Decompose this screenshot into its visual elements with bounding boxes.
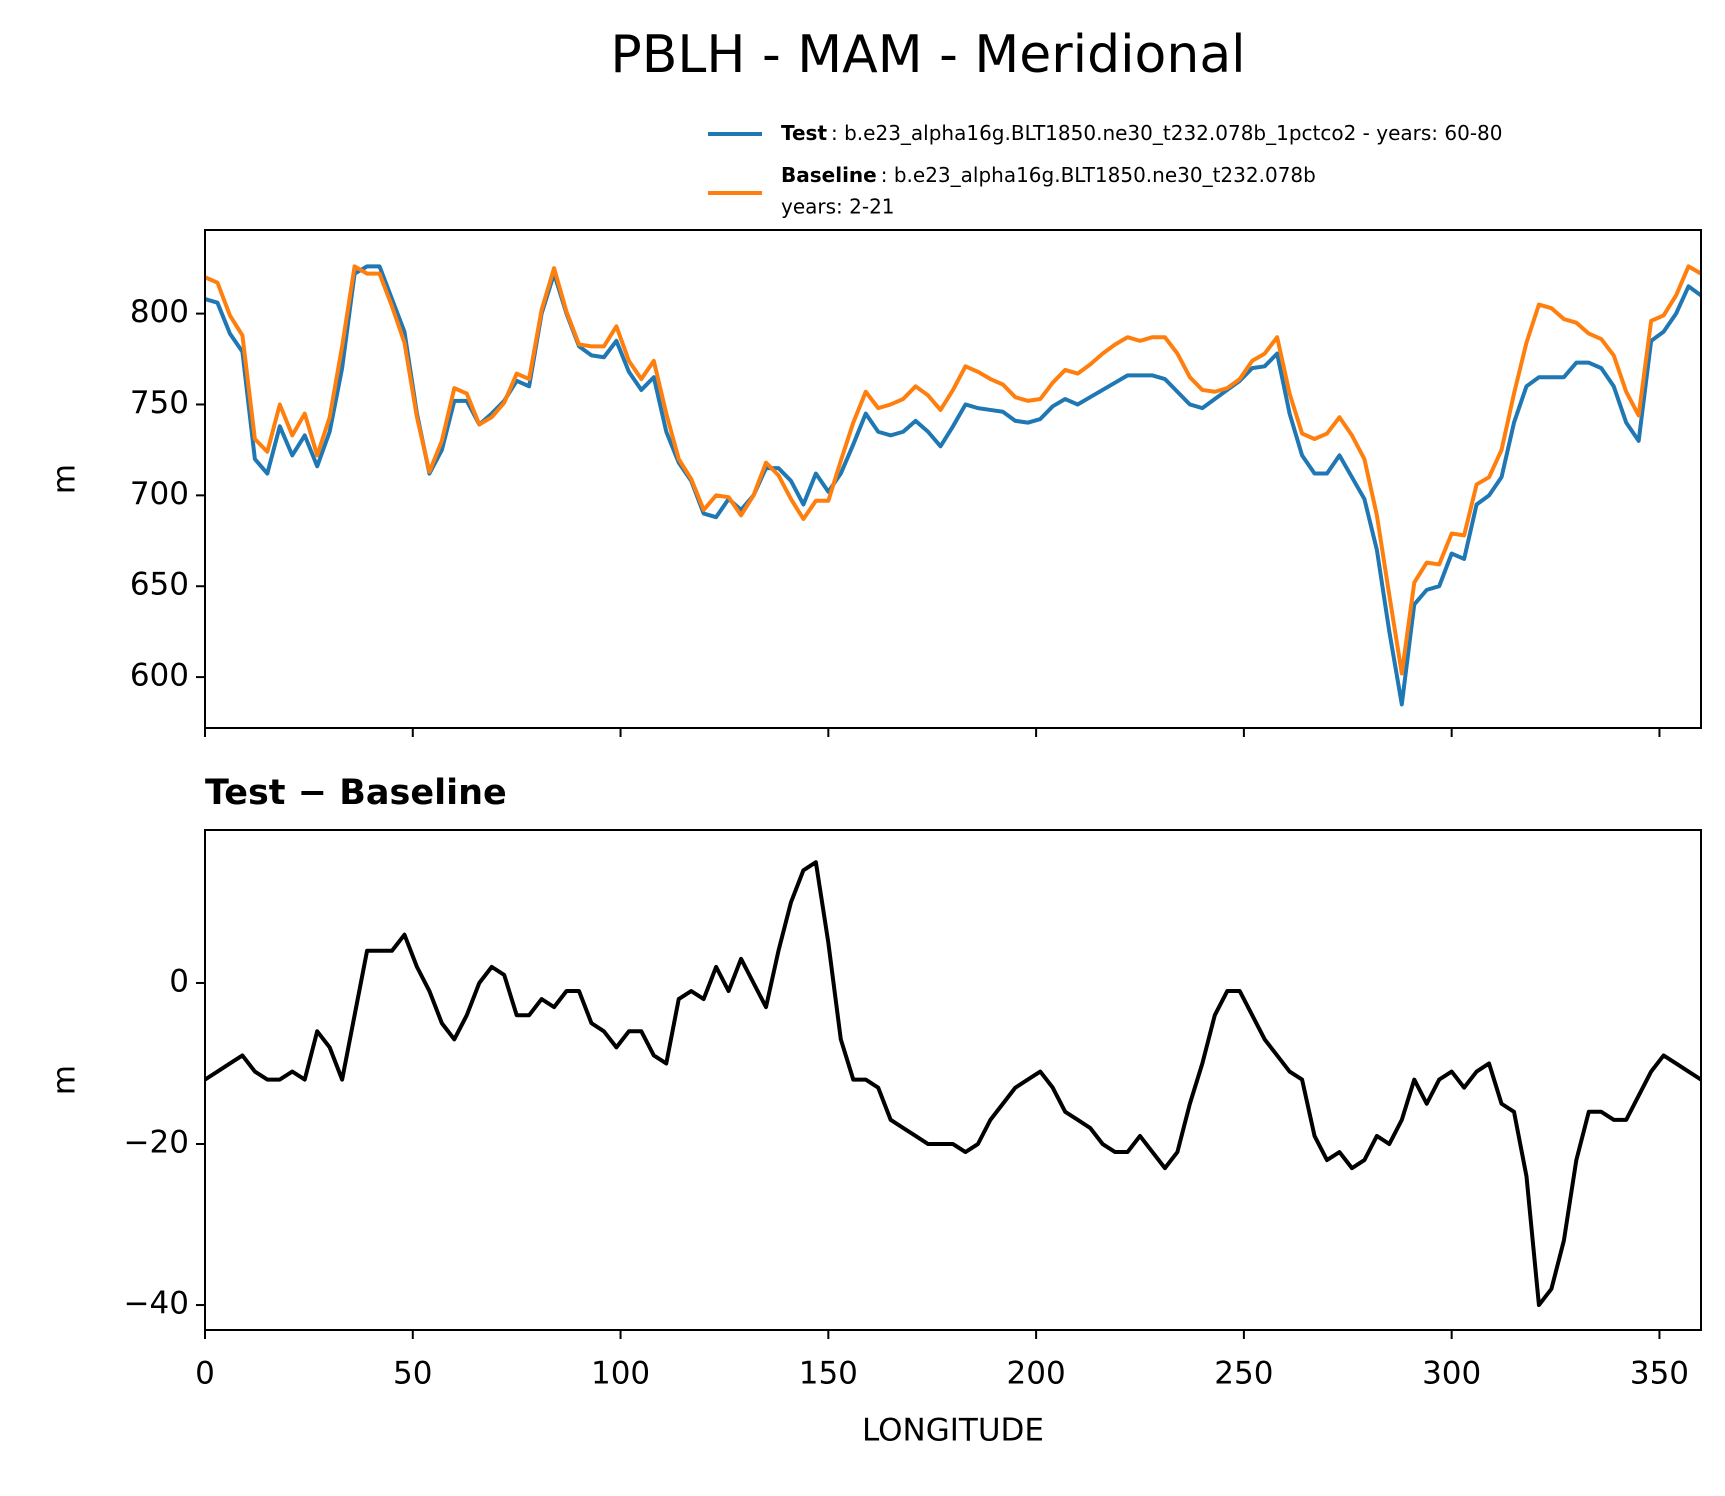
legend-description: : b.e23_alpha16g.BLT1850.ne30_t232.078b_… [831,121,1503,145]
x-axis-label: LONGITUDE [862,1413,1044,1449]
x-tick-label: 50 [393,1356,432,1392]
data-line [205,264,1701,676]
x-tick-label: 100 [591,1356,650,1392]
y-tick-label: 750 [130,385,189,421]
y-tick-label: 800 [130,294,189,330]
data-line [205,264,1701,707]
y-tick-label: 0 [169,963,189,999]
x-tick-label: 300 [1422,1356,1481,1392]
axes-frame [204,829,1702,1331]
x-tick-label: 250 [1214,1356,1273,1392]
y-tick-label: 600 [130,658,189,694]
legend-description: : b.e23_alpha16g.BLT1850.ne30_t232.078b [881,163,1316,187]
x-tick-label: 200 [1007,1356,1066,1392]
y-tick-label: −40 [124,1286,189,1322]
y-tick-label: 700 [130,476,189,512]
x-tick-label: 350 [1630,1356,1689,1392]
axes-frame [204,229,1702,729]
legend-entry: Test: b.e23_alpha16g.BLT1850.ne30_t232.0… [781,121,1503,145]
legend-name: Test [781,121,827,145]
legend-description: years: 2-21 [781,195,895,219]
panel-title: Test − Baseline [205,773,507,813]
data-line [205,860,1701,1308]
plot-area [205,860,1701,1308]
y-tick-label: −20 [124,1125,189,1161]
x-tick-label: 150 [799,1356,858,1392]
legend-entry: Baseline: b.e23_alpha16g.BLT1850.ne30_t2… [781,163,1316,187]
x-tick-label: 0 [195,1356,215,1392]
chart-title: PBLH - MAM - Meridional [610,25,1245,85]
y-axis-label: m [47,1065,83,1095]
plot-area [205,264,1701,707]
y-axis-label: m [47,464,83,494]
y-tick-label: 650 [130,567,189,603]
legend-name: Baseline [781,163,877,187]
